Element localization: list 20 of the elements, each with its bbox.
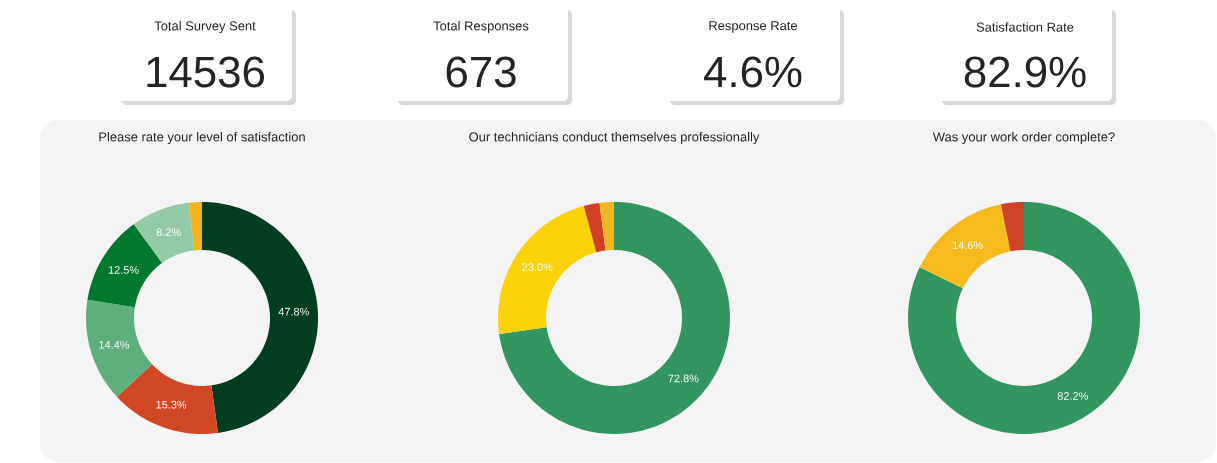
chart-title: Please rate your level of satisfaction (99, 131, 305, 145)
text: Total Survey Sent (154, 20, 256, 34)
data-label: 14.6% (952, 241, 983, 250)
text: Satisfaction Rate (976, 22, 1074, 32)
data-label: 72.8% (668, 374, 699, 383)
chart-title: Our technicians conduct themselves professionally (469, 131, 760, 145)
text: 14536 (147, 56, 264, 88)
data-label: 47.8% (278, 307, 309, 316)
text: Response Rate (709, 21, 798, 33)
text: 673 (446, 56, 516, 88)
data-label: 14.4% (99, 340, 130, 349)
text: 82.9% (964, 56, 1086, 88)
chart-title: Was your work order complete? (932, 131, 1115, 145)
data-label: 12.5% (108, 266, 139, 274)
text: 4.6% (704, 56, 802, 88)
data-label: 15.3% (156, 400, 187, 409)
data-label: 23.0% (522, 263, 553, 272)
text: Total Responses (433, 20, 529, 34)
data-label: 82.2% (1057, 392, 1088, 400)
data-label: 8.2% (156, 228, 181, 237)
